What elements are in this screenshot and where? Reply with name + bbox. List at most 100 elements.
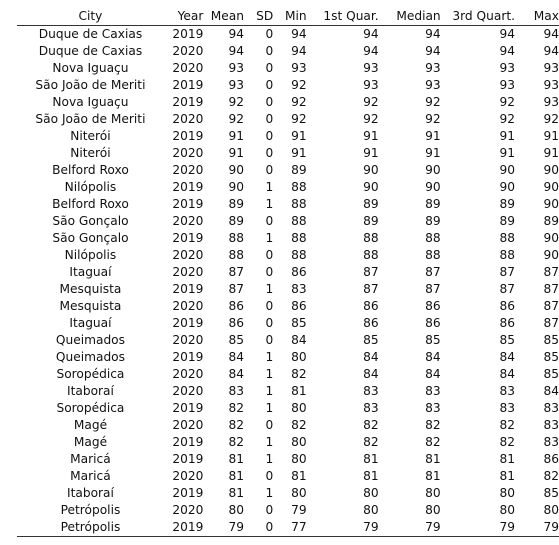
cell-city: Itaboraí bbox=[67, 486, 114, 500]
cell-sd: 1 bbox=[265, 367, 274, 381]
cell-max: 91 bbox=[543, 146, 559, 160]
cell-mean: 92 bbox=[228, 95, 244, 109]
header-median: Median bbox=[378, 8, 441, 26]
cell-city: Niterói bbox=[70, 146, 111, 160]
table-row: Nilópolis 2019 90 1 88 90 90 90 90 bbox=[17, 179, 559, 196]
cell-median: 89 bbox=[425, 197, 441, 211]
cell-mean: 90 bbox=[228, 163, 244, 177]
cell-sd: 0 bbox=[265, 248, 274, 262]
cell-median: 84 bbox=[425, 350, 441, 364]
cell-median: 80 bbox=[425, 486, 441, 500]
cell-first-quartile: 87 bbox=[363, 282, 379, 296]
table-row: Maricá 2020 81 0 81 81 81 81 82 bbox=[17, 468, 559, 485]
cell-max: 83 bbox=[543, 435, 559, 449]
cell-sd: 1 bbox=[265, 401, 274, 415]
cell-sd: 1 bbox=[265, 435, 274, 449]
table-row: Soropédica 2019 82 1 80 83 83 83 83 bbox=[17, 400, 559, 417]
cell-min: 84 bbox=[291, 333, 307, 347]
cell-first-quartile: 90 bbox=[363, 163, 379, 177]
cell-third-quartile: 85 bbox=[499, 333, 515, 347]
cell-year: 2020 bbox=[172, 503, 204, 517]
cell-city: Niterói bbox=[70, 129, 111, 143]
cell-median: 88 bbox=[425, 248, 441, 262]
cell-first-quartile: 80 bbox=[363, 486, 379, 500]
cell-mean: 93 bbox=[228, 61, 244, 75]
cell-year: 2019 bbox=[172, 401, 204, 415]
cell-min: 88 bbox=[291, 231, 307, 245]
cell-year: 2019 bbox=[172, 180, 204, 194]
cell-year: 2020 bbox=[172, 299, 204, 313]
cell-max: 94 bbox=[543, 27, 559, 41]
cell-first-quartile: 81 bbox=[363, 452, 379, 466]
table-body: Duque de Caxias 2019 94 0 94 94 94 94 94 Duque de… bbox=[17, 26, 559, 537]
cell-first-quartile: 82 bbox=[363, 435, 379, 449]
cell-median: 80 bbox=[425, 503, 441, 517]
cell-min: 86 bbox=[291, 299, 307, 313]
cell-mean: 85 bbox=[228, 333, 244, 347]
cell-year: 2019 bbox=[172, 129, 204, 143]
cell-third-quartile: 86 bbox=[499, 299, 515, 313]
cell-sd: 1 bbox=[265, 486, 274, 500]
cell-max: 93 bbox=[543, 95, 559, 109]
cell-sd: 1 bbox=[265, 350, 274, 364]
cell-third-quartile: 81 bbox=[499, 452, 515, 466]
cell-city: Belford Roxo bbox=[52, 163, 129, 177]
cell-sd: 0 bbox=[265, 316, 274, 330]
table-row: Petrópolis 2019 79 0 77 79 79 79 79 bbox=[17, 519, 559, 537]
cell-first-quartile: 83 bbox=[363, 401, 379, 415]
cell-min: 88 bbox=[291, 248, 307, 262]
table-row: Mesquista 2020 86 0 86 86 86 86 87 bbox=[17, 298, 559, 315]
cell-mean: 93 bbox=[228, 78, 244, 92]
cell-city: Itaguaí bbox=[69, 265, 112, 279]
cell-max: 89 bbox=[543, 214, 559, 228]
cell-max: 92 bbox=[543, 112, 559, 126]
cell-max: 85 bbox=[543, 350, 559, 364]
cell-year: 2020 bbox=[172, 163, 204, 177]
cell-third-quartile: 89 bbox=[499, 197, 515, 211]
cell-third-quartile: 84 bbox=[499, 350, 515, 364]
table-row: Queimados 2019 84 1 80 84 84 84 85 bbox=[17, 349, 559, 366]
cell-third-quartile: 91 bbox=[499, 146, 515, 160]
cell-sd: 0 bbox=[265, 78, 274, 92]
cell-year: 2019 bbox=[172, 316, 204, 330]
cell-city: Petrópolis bbox=[60, 503, 121, 517]
cell-median: 85 bbox=[425, 333, 441, 347]
cell-city: Petrópolis bbox=[17, 519, 164, 537]
cell-third-quartile: 84 bbox=[499, 367, 515, 381]
cell-max: 82 bbox=[543, 469, 559, 483]
cell-year: 2020 bbox=[172, 214, 204, 228]
cell-first-quartile: 92 bbox=[363, 95, 379, 109]
cell-min: 94 bbox=[291, 27, 307, 41]
cell-year: 2019 bbox=[172, 282, 204, 296]
cell-first-quartile: 92 bbox=[363, 112, 379, 126]
cell-min: 80 bbox=[291, 452, 307, 466]
cell-median: 94 bbox=[425, 44, 441, 58]
cell-city: São João de Meriti bbox=[35, 112, 146, 126]
cell-sd: 0 bbox=[265, 333, 274, 347]
cell-max: 90 bbox=[543, 163, 559, 177]
cell-mean: 88 bbox=[228, 248, 244, 262]
cell-year: 2019 bbox=[172, 197, 204, 211]
cell-median: 87 bbox=[425, 265, 441, 279]
cell-min: 89 bbox=[291, 163, 307, 177]
cell-year: 2019 bbox=[172, 435, 204, 449]
cell-city: Itaguaí bbox=[69, 316, 112, 330]
cell-sd: 0 bbox=[265, 163, 274, 177]
cell-mean: 89 bbox=[228, 214, 244, 228]
cell-first-quartile: 94 bbox=[363, 44, 379, 58]
cell-mean: 81 bbox=[228, 452, 244, 466]
cell-min: 80 bbox=[291, 435, 307, 449]
cell-third-quartile: 90 bbox=[499, 180, 515, 194]
table-row: Magé 2020 82 0 82 82 82 82 83 bbox=[17, 417, 559, 434]
header-first-quartile: 1st Quar. bbox=[306, 8, 379, 26]
cell-sd: 0 bbox=[265, 112, 274, 126]
cell-city: Magé bbox=[73, 418, 108, 432]
table-row: Magé 2019 82 1 80 82 82 82 83 bbox=[17, 434, 559, 451]
cell-median: 86 bbox=[425, 316, 441, 330]
table-row: Belford Roxo 2020 90 0 89 90 90 90 90 bbox=[17, 162, 559, 179]
cell-sd: 0 bbox=[265, 61, 274, 75]
cell-city: São João de Meriti bbox=[35, 78, 146, 92]
cell-year: 2020 bbox=[172, 146, 204, 160]
cell-year: 2020 bbox=[172, 248, 204, 262]
cell-max: 79 bbox=[515, 519, 559, 537]
